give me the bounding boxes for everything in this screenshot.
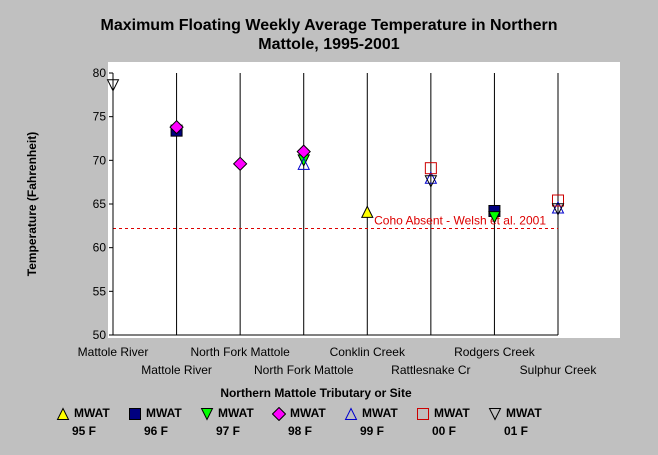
x-category-label: Conklin Creek — [330, 345, 406, 359]
data-point-01-f — [106, 79, 120, 92]
legend: MWAT 95 F MWAT 96 F MWAT 97 F MWAT 98 F MWAT 99 F… — [56, 406, 656, 450]
chart-title: Maximum Floating Weekly Average Temperat… — [0, 16, 658, 54]
legend-marker — [272, 407, 286, 421]
legend-marker-shape — [488, 408, 502, 421]
legend-marker — [56, 407, 70, 420]
x-category-label: North Fork Mattole — [254, 363, 354, 377]
data-point-98-f — [169, 119, 184, 135]
legend-series-sub: 96 F — [144, 424, 169, 438]
reference-line-group: Coho Absent - Welsh et al. 2001 — [113, 213, 558, 229]
y-tick-label: 70 — [93, 153, 107, 167]
legend-marker-shape — [200, 408, 214, 421]
data-point-99-f — [424, 171, 438, 184]
data-point-00-f — [552, 194, 564, 207]
legend-marker — [488, 408, 502, 421]
y-tick-label: 60 — [93, 241, 107, 255]
legend-marker-shape — [344, 407, 358, 420]
legend-item: MWAT 95 F — [56, 406, 126, 446]
legend-item: MWAT 01 F — [488, 406, 558, 446]
y-tick-label: 65 — [93, 197, 107, 211]
legend-series-sub: 98 F — [288, 424, 313, 438]
legend-item: MWAT 96 F — [128, 406, 198, 446]
data-point-99-f — [297, 157, 311, 170]
y-tick-label: 75 — [93, 110, 107, 124]
y-tick-label: 80 — [93, 66, 107, 80]
data-point-00-f — [424, 162, 437, 175]
legend-marker — [200, 408, 214, 421]
data-point-01-f — [551, 203, 565, 216]
reference-line-label: Coho Absent - Welsh et al. 2001 — [374, 213, 546, 227]
x-category-label: Mattole River — [78, 345, 149, 359]
legend-series-name: MWAT — [362, 406, 398, 420]
x-category-label: North Fork Mattole — [190, 345, 290, 359]
legend-marker — [129, 408, 141, 420]
y-axis-label: Temperature (Fahrenheit) — [25, 132, 39, 276]
legend-marker-shape — [129, 408, 141, 420]
data-point-01-f — [424, 175, 438, 188]
legend-series-sub: 99 F — [360, 424, 385, 438]
x-category-labels: Mattole River Mattole River North Fork Mat… — [78, 345, 598, 377]
legend-item: MWAT 99 F — [344, 406, 414, 446]
data-point-98-f — [232, 156, 248, 172]
legend-marker — [417, 408, 429, 420]
legend-item: MWAT 98 F — [272, 406, 342, 446]
legend-series-name: MWAT — [74, 406, 110, 420]
legend-series-sub: 95 F — [72, 424, 97, 438]
y-tick-label: 50 — [93, 328, 107, 342]
legend-series-name: MWAT — [290, 406, 326, 420]
legend-marker — [344, 407, 358, 420]
legend-marker-shape — [272, 407, 286, 421]
x-category-label: Rattlesnake Cr — [391, 363, 470, 377]
plot-area — [108, 62, 620, 338]
legend-series-sub: 01 F — [504, 424, 529, 438]
data-point-97-f — [488, 211, 501, 224]
x-axis-label: Northern Mattole Tributary or Site — [220, 386, 412, 400]
data-point-95-f — [360, 205, 374, 218]
legend-series-name: MWAT — [434, 406, 470, 420]
legend-series-name: MWAT — [506, 406, 542, 420]
legend-item: MWAT 97 F — [200, 406, 270, 446]
legend-item: MWAT 00 F — [416, 406, 486, 446]
legend-marker-shape — [417, 408, 429, 420]
legend-series-sub: 00 F — [432, 424, 457, 438]
x-category-label: Sulphur Creek — [520, 363, 598, 377]
x-category-label: Mattole River — [141, 363, 212, 377]
legend-series-sub: 97 F — [216, 424, 241, 438]
data-points — [106, 79, 565, 224]
y-ticks: 50 55 60 65 70 75 80 — [93, 66, 113, 342]
legend-series-name: MWAT — [146, 406, 182, 420]
chart-title-line-2: Mattole, 1995-2001 — [258, 36, 400, 53]
data-point-99-f — [551, 200, 565, 214]
chart-title-line-1: Maximum Floating Weekly Average Temperat… — [100, 17, 558, 34]
legend-series-name: MWAT — [218, 406, 254, 420]
legend-marker-shape — [56, 407, 70, 420]
x-category-label: Rodgers Creek — [454, 345, 536, 359]
y-tick-label: 55 — [93, 284, 107, 298]
